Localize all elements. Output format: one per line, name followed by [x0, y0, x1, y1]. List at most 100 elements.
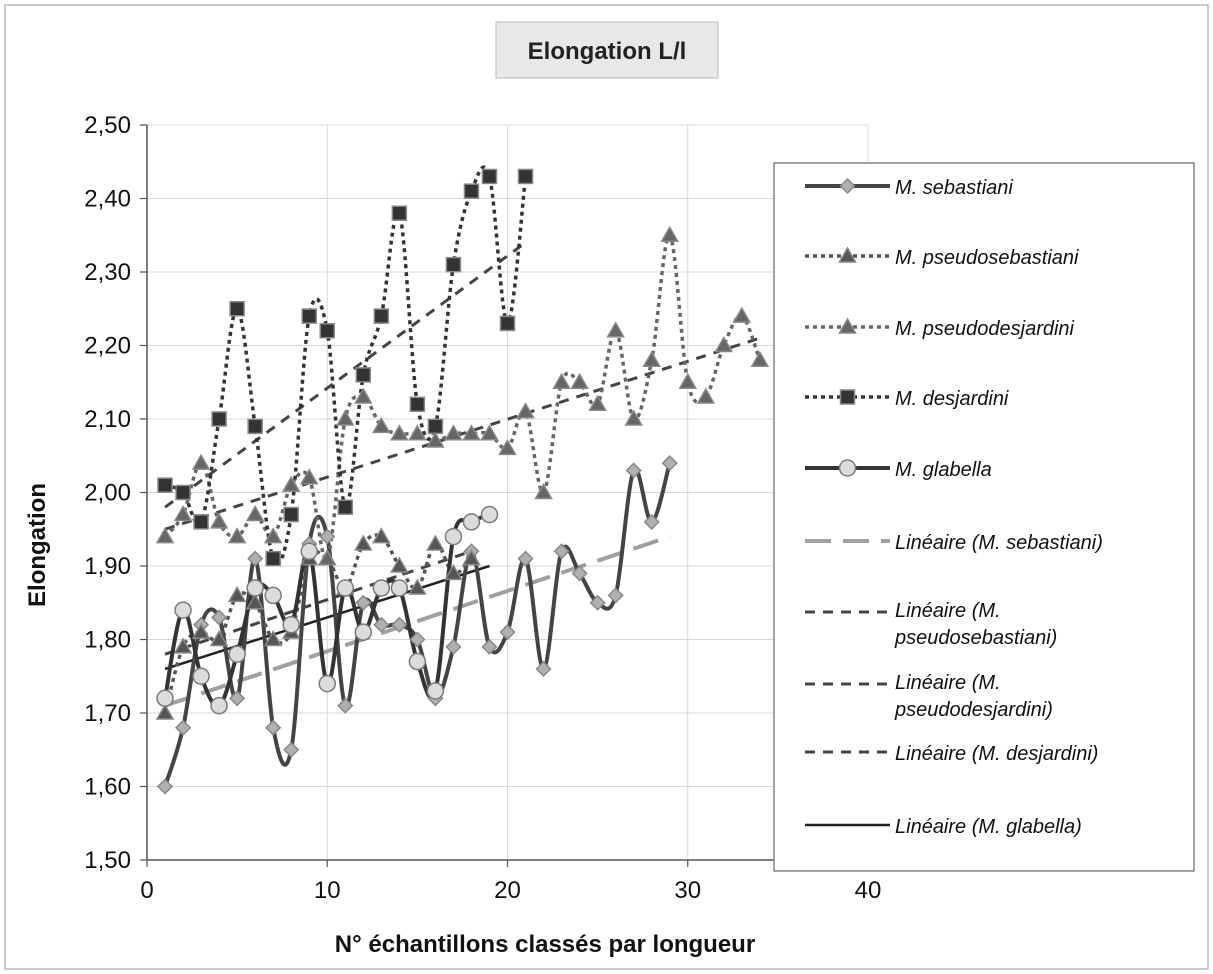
data-point-series-0	[445, 638, 462, 655]
trendline-layer	[164, 241, 761, 708]
data-point-series-2	[732, 306, 752, 323]
data-point-series-2	[498, 438, 517, 456]
legend-entry-2: M. pseudodesjardini	[895, 318, 1075, 340]
data-point-series-2	[372, 416, 391, 434]
y-tick-label: 2,30	[84, 259, 131, 286]
data-point-series-4	[372, 579, 391, 597]
legend-entry-8: Linéaire (M. desjardini)	[895, 743, 1098, 765]
data-point-series-2	[642, 350, 661, 367]
data-point-series-0	[643, 513, 660, 530]
data-point-series-2	[516, 402, 535, 419]
data-point-series-0	[247, 550, 264, 567]
data-point-series-1	[191, 622, 211, 639]
series-line-2	[163, 233, 762, 562]
data-point-series-1	[426, 534, 445, 551]
data-point-series-2	[335, 409, 355, 426]
data-point-series-2	[696, 387, 716, 404]
data-point-series-4	[156, 689, 174, 708]
axes-layer: 0 10 20 30 40 1,50 1,60 1,70 1,80 1,90 2,00 2,10 2,2…	[84, 112, 881, 904]
data-point-series-3	[409, 396, 426, 413]
data-point-series-4	[246, 579, 264, 597]
data-point-series-2	[191, 453, 211, 470]
data-point-series-4	[336, 579, 355, 597]
legend-swatch-marker-0	[839, 177, 856, 195]
data-point-series-4	[264, 586, 282, 605]
y-tick-label: 1,80	[84, 627, 131, 654]
title-box	[495, 21, 719, 79]
data-point-series-2	[390, 424, 409, 441]
data-point-series-1	[155, 703, 175, 720]
data-point-series-4	[192, 667, 210, 685]
data-point-series-4	[408, 652, 427, 671]
data-point-series-0	[319, 528, 336, 545]
data-point-series-2	[462, 424, 481, 441]
data-point-series-1	[227, 585, 247, 603]
data-point-series-4	[300, 542, 318, 561]
series-layer	[155, 165, 770, 795]
data-point-series-0	[355, 594, 372, 611]
data-point-series-3	[193, 514, 209, 530]
legend-swatch-marker-1	[838, 246, 857, 263]
legend-entry-3: M. desjardini	[895, 388, 1009, 410]
y-tick-label: 1,90	[84, 553, 131, 580]
data-point-series-2	[588, 394, 607, 412]
data-point-series-3	[229, 301, 245, 317]
data-point-series-2	[570, 372, 589, 389]
y-tick-label: 2,10	[84, 406, 131, 433]
legend-entry-5: Linéaire (M. sebastiani)	[895, 532, 1103, 554]
data-point-series-2	[552, 372, 571, 389]
data-point-series-0	[661, 455, 678, 472]
data-point-series-1	[263, 629, 283, 647]
data-point-series-0	[571, 565, 588, 582]
data-point-series-0	[535, 660, 552, 677]
data-point-series-0	[607, 587, 624, 604]
data-point-series-0	[499, 624, 516, 641]
data-point-series-3	[481, 168, 498, 185]
legend-swatch-marker-4	[838, 459, 857, 477]
data-point-series-2	[227, 527, 247, 544]
data-point-series-0	[517, 550, 534, 567]
data-point-series-3	[337, 499, 354, 515]
data-point-series-3	[283, 506, 299, 523]
legend-swatch-marker-2	[838, 317, 857, 334]
y-tick-label: 2,40	[84, 186, 131, 213]
y-axis-label: Elongation	[24, 483, 51, 607]
data-point-series-4	[282, 616, 300, 634]
data-point-series-4	[390, 579, 409, 597]
data-point-series-2	[678, 372, 698, 389]
y-tick-label: 1,60	[84, 774, 131, 801]
data-point-series-0	[174, 719, 192, 736]
data-point-series-2	[155, 527, 175, 544]
data-point-series-2	[354, 387, 373, 404]
data-point-series-0	[229, 690, 246, 707]
data-point-series-2	[245, 505, 265, 522]
x-axis-label: N° échantillons classés par longueur	[335, 931, 755, 958]
data-point-series-2	[299, 468, 319, 485]
data-point-series-0	[337, 697, 354, 714]
data-point-series-0	[211, 609, 228, 626]
data-point-series-1	[173, 637, 193, 654]
data-point-series-2	[173, 505, 193, 522]
data-point-series-3	[517, 168, 534, 185]
data-point-series-3	[463, 183, 480, 199]
data-point-series-1	[408, 578, 427, 595]
trendline-3	[164, 241, 527, 509]
data-point-series-2	[606, 321, 625, 338]
x-tick-label: 20	[494, 877, 521, 904]
data-point-series-0	[553, 543, 570, 560]
data-point-series-2	[534, 482, 553, 500]
data-point-series-0	[283, 741, 300, 758]
legend-entry-7: Linéaire (M.	[895, 672, 1001, 694]
data-point-series-4	[462, 513, 481, 531]
data-point-series-2	[426, 431, 445, 448]
data-point-series-3	[427, 418, 444, 435]
chart-title: Elongation L/l	[528, 38, 687, 65]
data-point-series-2	[408, 424, 427, 441]
data-point-series-1	[444, 563, 463, 581]
data-point-series-2	[209, 512, 229, 529]
data-point-series-3	[319, 323, 335, 339]
data-point-series-3	[211, 411, 227, 427]
data-point-series-4	[444, 527, 463, 546]
